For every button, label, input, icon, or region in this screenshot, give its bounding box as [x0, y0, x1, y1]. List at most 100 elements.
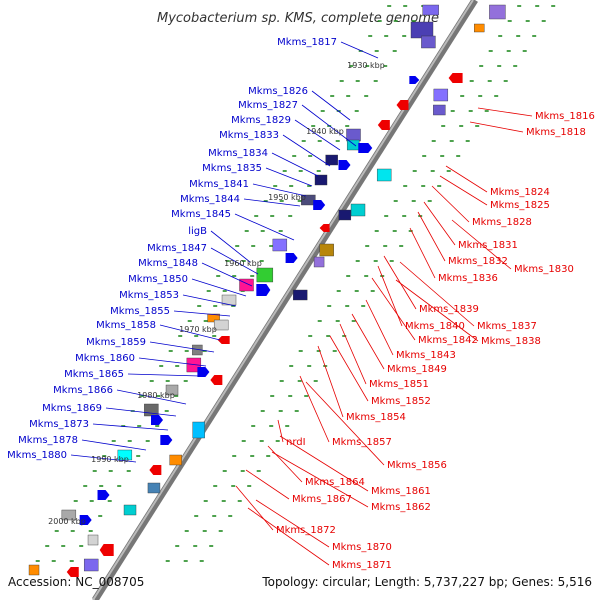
genome-summary-text: Topology: circular; Length: 5,737,227 bp… — [261, 575, 592, 589]
gene-label-mkms-1870: Mkms_1870 — [332, 542, 392, 553]
gene-label-mkms-1867: Mkms_1867 — [292, 494, 352, 505]
gene-label-mkms-1837: Mkms_1837 — [477, 321, 537, 332]
gene-label-mkms-1856: Mkms_1856 — [387, 460, 447, 471]
left-leader-line — [252, 183, 307, 197]
gene-label-mkms-1839: Mkms_1839 — [419, 304, 479, 315]
gene-label-mkms-1817: Mkms_1817 — [277, 37, 337, 48]
reverse-gene-arrow — [149, 465, 162, 475]
right-leader-line — [399, 261, 475, 327]
gene-label-nrdi: nrdI — [286, 437, 306, 448]
gene-label-mkms-1833: Mkms_1833 — [219, 130, 279, 141]
kbp-label: 1940 kbp — [306, 127, 344, 136]
left-leader-line — [282, 134, 331, 167]
kbp-label: 1960 kbp — [224, 259, 262, 268]
right-leader-line — [409, 227, 436, 279]
right-leader-line — [329, 335, 369, 402]
reverse-gene-arrow — [377, 120, 390, 130]
gene-label-mkms-1858: Mkms_1858 — [96, 320, 156, 331]
gene-feature-block — [313, 256, 325, 268]
left-leader-line — [149, 341, 215, 353]
gene-label-mkms-1841: Mkms_1841 — [189, 179, 249, 190]
gene-feature-block — [61, 509, 77, 521]
right-leader-line — [299, 375, 330, 443]
gene-label-mkms-1848: Mkms_1848 — [138, 258, 198, 269]
gene-label-mkms-1835: Mkms_1835 — [202, 163, 262, 174]
right-leader-line — [245, 469, 290, 500]
left-leader-line — [81, 439, 147, 451]
right-leader-line — [351, 313, 385, 370]
left-leader-line — [182, 294, 237, 307]
right-leader-line — [423, 201, 456, 246]
gene-label-mkms-1836: Mkms_1836 — [438, 273, 498, 284]
left-leader-line — [159, 324, 221, 341]
left-leader-line — [105, 407, 177, 417]
gene-label-mkms-1829: Mkms_1829 — [231, 115, 291, 126]
reverse-gene-arrow — [319, 224, 330, 232]
gene-feature-block — [319, 243, 334, 257]
gene-feature-block — [433, 88, 449, 102]
gene-label-mkms-1818: Mkms_1818 — [526, 127, 586, 138]
gene-label-mkms-1866: Mkms_1866 — [53, 385, 113, 396]
reverse-gene-arrow — [210, 375, 223, 385]
forward-gene-arrow — [160, 435, 173, 445]
right-leader-line — [477, 107, 533, 117]
left-leader-line — [294, 119, 341, 151]
gene-label-mkms-1832: Mkms_1832 — [448, 256, 508, 267]
left-leader-line — [138, 357, 207, 367]
gene-feature-block — [256, 267, 274, 283]
left-leader-line — [116, 389, 187, 405]
gene-label-mkms-1853: Mkms_1853 — [119, 290, 179, 301]
gene-label-mkms-1865: Mkms_1865 — [64, 369, 124, 380]
gene-label-mkms-1872: Mkms_1872 — [276, 525, 336, 536]
kbp-label: 1980 kbp — [137, 391, 175, 400]
forward-gene-arrow — [151, 415, 164, 425]
gene-label-mkms-1825: Mkms_1825 — [490, 200, 550, 211]
gene-label-mkms-1857: Mkms_1857 — [332, 437, 392, 448]
gene-label-mkms-1871: Mkms_1871 — [332, 560, 392, 571]
gene-label-mkms-1843: Mkms_1843 — [396, 350, 456, 361]
gene-feature-block — [117, 449, 133, 461]
right-leader-line — [235, 485, 274, 531]
right-leader-line — [439, 175, 488, 206]
gene-feature-block — [87, 534, 99, 546]
left-leader-line — [92, 423, 169, 431]
genome-backbone — [92, 0, 478, 600]
gene-feature-block — [433, 104, 446, 116]
left-leader-line — [70, 454, 137, 463]
genome-backbone-highlight — [92, 0, 474, 600]
reverse-gene-arrow — [66, 567, 79, 577]
gene-feature-block — [169, 454, 182, 466]
gene-feature-block — [346, 128, 361, 142]
label-leader-lines — [70, 41, 533, 566]
gene-feature-block — [144, 403, 159, 417]
gene-feature-block — [213, 319, 229, 331]
gene-label-mkms-1845: Mkms_1845 — [171, 209, 231, 220]
gene-feature-block — [83, 558, 99, 572]
right-leader-line — [445, 165, 488, 193]
gene-label-mkms-1873: Mkms_1873 — [29, 419, 89, 430]
left-leader-line — [311, 90, 351, 121]
gene-feature-block — [376, 168, 392, 182]
gene-label-mkms-1880: Mkms_1880 — [7, 450, 67, 461]
gene-label-mkms-1847: Mkms_1847 — [147, 243, 207, 254]
kbp-label: 1970 kbp — [179, 325, 217, 334]
kbp-label: 1990 kbp — [91, 455, 129, 464]
gene-label-mkms-1859: Mkms_1859 — [86, 337, 146, 348]
right-leader-line — [271, 451, 369, 508]
kbp-labels: 1930 kbp 1940 kbp 1950 kbp 1960 kbp 1970 kbp… — [48, 61, 385, 526]
reverse-gene-arrow — [217, 336, 230, 344]
right-leader-line — [305, 381, 385, 466]
forward-gene-arrow — [79, 515, 92, 525]
gene-feature-block — [147, 482, 161, 494]
right-leader-line — [417, 211, 446, 262]
gene-label-mkms-1844: Mkms_1844 — [180, 194, 240, 205]
gene-label-mkms-1842: Mkms_1842 — [418, 335, 478, 346]
left-leader-line — [340, 41, 379, 59]
gene-label-mkms-1834: Mkms_1834 — [208, 148, 268, 159]
gene-feature-block — [292, 289, 308, 301]
right-leader-line — [247, 507, 330, 566]
right-leader-line — [377, 265, 403, 327]
gene-feature-block — [421, 35, 436, 49]
left-leader-line — [271, 152, 319, 177]
kbp-label: 2000 kbp — [48, 517, 86, 526]
